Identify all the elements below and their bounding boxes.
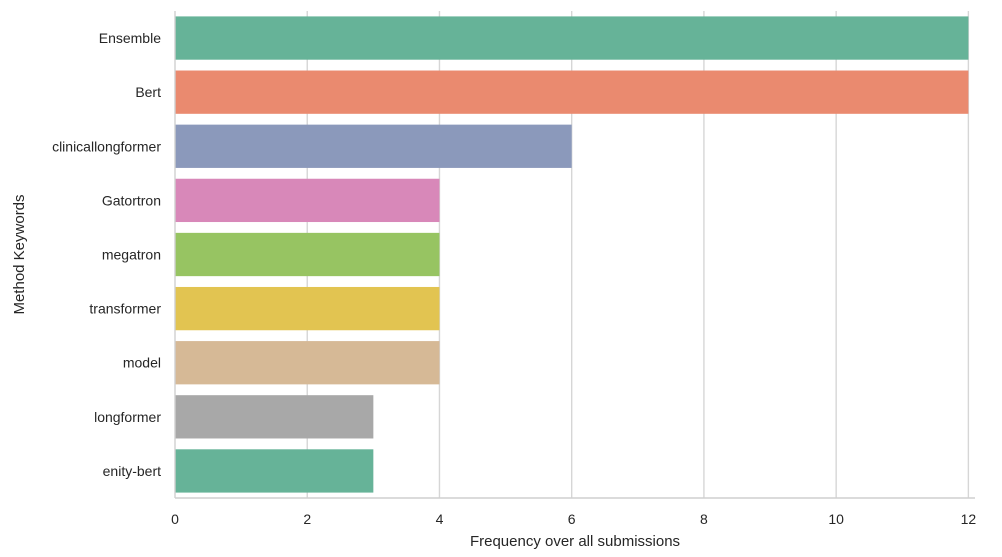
bar (175, 178, 440, 223)
x-tick-label: 0 (171, 511, 179, 527)
y-tick-label: Gatortron (102, 192, 161, 208)
bar (175, 70, 969, 114)
x-tick-label: 10 (828, 511, 844, 527)
x-tick-labels: 0 2 4 6 8 10 12 (171, 511, 976, 527)
bar (175, 16, 969, 60)
y-tick-label: clinicallongformer (52, 138, 161, 154)
y-tick-label: Ensemble (99, 30, 161, 46)
bar (175, 124, 572, 168)
x-axis-title: Frequency over all submissions (470, 533, 680, 550)
y-tick-label: enity-bert (103, 463, 161, 479)
x-tick-label: 2 (303, 511, 311, 527)
x-tick-label: 4 (436, 511, 444, 527)
bar (175, 341, 440, 385)
bar (175, 395, 374, 439)
y-tick-label: megatron (102, 247, 161, 263)
x-tick-label: 8 (700, 511, 708, 527)
bar (175, 232, 440, 277)
bars (175, 16, 969, 493)
y-tick-labels: Ensemble Bert clinicallongformer Gatortron m… (52, 30, 161, 479)
plot-frame (174, 11, 975, 499)
y-tick-label: model (123, 355, 161, 371)
x-tick-label: 6 (568, 511, 576, 527)
y-tick-label: transformer (89, 301, 161, 317)
bar (175, 449, 374, 493)
y-tick-label: longformer (94, 409, 161, 425)
bar (175, 286, 440, 331)
x-tick-label: 12 (961, 511, 977, 527)
y-axis-title: Method Keywords (11, 194, 28, 314)
y-tick-label: Bert (135, 84, 161, 100)
